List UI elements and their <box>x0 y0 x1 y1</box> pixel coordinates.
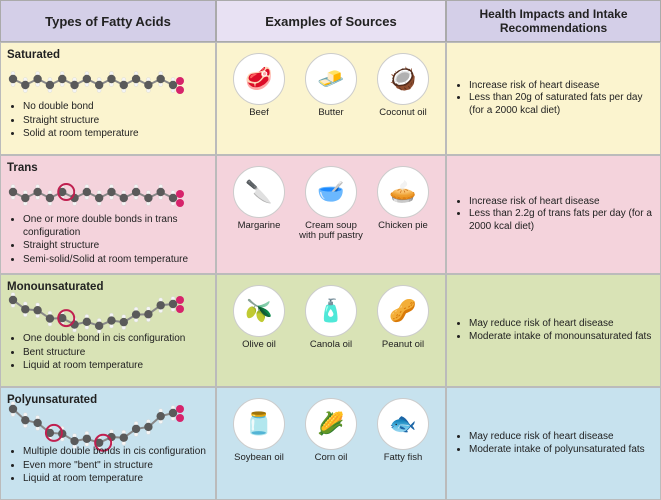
sources-cell: 🫙 Soybean oil 🌽 Corn oil 🐟 Fatty fish <box>216 387 446 500</box>
food-label: Peanut oil <box>382 340 424 350</box>
properties-list: Multiple double bonds in cis configurati… <box>7 446 209 486</box>
type-name: Polyunsaturated <box>7 394 209 406</box>
source-item: 🥩 Beef <box>225 53 293 118</box>
source-item: 🥧 Chicken pie <box>369 166 437 231</box>
fatty-acids-table: Types of Fatty Acids Examples of Sources… <box>0 0 661 500</box>
sources-cell: 🫒 Olive oil 🧴 Canola oil 🥜 Peanut oil <box>216 274 446 387</box>
header-row: Types of Fatty Acids Examples of Sources… <box>0 0 661 42</box>
header-sources: Examples of Sources <box>216 0 446 42</box>
source-item: 🫒 Olive oil <box>225 285 293 350</box>
impacts-cell: May reduce risk of heart diseaseModerate… <box>446 387 661 500</box>
impact-item: Less than 2.2g of trans fats per day (fo… <box>469 208 654 233</box>
impact-item: Less than 20g of saturated fats per day … <box>469 92 654 117</box>
impacts-cell: May reduce risk of heart diseaseModerate… <box>446 274 661 387</box>
impact-item: Increase risk of heart disease <box>469 196 654 209</box>
food-label: Coconut oil <box>379 108 427 118</box>
property-item: Solid at room temperature <box>23 128 209 141</box>
food-icon: 🥜 <box>377 285 429 337</box>
food-label: Margarine <box>238 221 281 231</box>
properties-list: One or more double bonds in trans config… <box>7 214 209 266</box>
types-cell: Saturated No double bondStraight structur… <box>0 42 216 155</box>
molecule-svg <box>7 294 187 334</box>
food-label: Beef <box>249 108 269 118</box>
impacts-list: Increase risk of heart diseaseLess than … <box>453 80 654 118</box>
row-saturated: Saturated No double bondStraight structur… <box>0 42 661 155</box>
header-impacts: Health Impacts and Intake Recommendation… <box>446 0 661 42</box>
properties-list: No double bondStraight structureSolid at… <box>7 101 209 141</box>
impact-item: May reduce risk of heart disease <box>469 431 645 444</box>
types-cell: Polyunsaturated Multiple double bonds in … <box>0 387 216 500</box>
property-item: No double bond <box>23 101 209 114</box>
types-cell: Monounsaturated One double bond in cis co… <box>0 274 216 387</box>
food-icon: 🐟 <box>377 398 429 450</box>
impacts-list: May reduce risk of heart diseaseModerate… <box>453 318 651 343</box>
source-item: 🫙 Soybean oil <box>225 398 293 463</box>
type-name: Monounsaturated <box>7 281 209 293</box>
food-icon: 🥥 <box>377 53 429 105</box>
food-icon: 🌽 <box>305 398 357 450</box>
property-item: One or more double bonds in trans config… <box>23 214 209 239</box>
property-item: Semi-solid/Solid at room temperature <box>23 254 209 267</box>
food-label: Butter <box>318 108 343 118</box>
molecule-svg <box>7 175 187 215</box>
impact-item: Moderate intake of polyunsaturated fats <box>469 444 645 457</box>
impacts-cell: Increase risk of heart diseaseLess than … <box>446 155 661 274</box>
molecule <box>7 408 209 446</box>
food-icon: 🫒 <box>233 285 285 337</box>
header-types: Types of Fatty Acids <box>0 0 216 42</box>
source-item: 🔪 Margarine <box>225 166 293 231</box>
source-item: 🥥 Coconut oil <box>369 53 437 118</box>
food-label: Soybean oil <box>234 453 284 463</box>
molecule-svg <box>7 62 187 102</box>
property-item: Liquid at room temperature <box>23 360 209 373</box>
property-item: Straight structure <box>23 240 209 253</box>
row-monounsaturated: Monounsaturated One double bond in cis co… <box>0 274 661 387</box>
source-item: 🧴 Canola oil <box>297 285 365 350</box>
row-polyunsaturated: Polyunsaturated Multiple double bonds in … <box>0 387 661 500</box>
food-label: Corn oil <box>315 453 348 463</box>
source-item: 🥣 Cream soup with puff pastry <box>297 166 365 242</box>
source-item: 🥜 Peanut oil <box>369 285 437 350</box>
property-item: Even more "bent" in structure <box>23 460 209 473</box>
food-label: Olive oil <box>242 340 276 350</box>
food-icon: 🥣 <box>305 166 357 218</box>
properties-list: One double bond in cis configurationBent… <box>7 333 209 373</box>
food-label: Cream soup with puff pastry <box>297 221 365 242</box>
types-cell: Trans One or more double bonds in trans c… <box>0 155 216 274</box>
impacts-list: Increase risk of heart diseaseLess than … <box>453 196 654 234</box>
food-icon: 🥩 <box>233 53 285 105</box>
food-icon: 🥧 <box>377 166 429 218</box>
food-icon: 🫙 <box>233 398 285 450</box>
type-name: Trans <box>7 162 209 174</box>
property-item: Straight structure <box>23 115 209 128</box>
food-icon: 🔪 <box>233 166 285 218</box>
food-icon: 🧴 <box>305 285 357 337</box>
food-label: Chicken pie <box>378 221 428 231</box>
impact-item: May reduce risk of heart disease <box>469 318 651 331</box>
type-name: Saturated <box>7 49 209 61</box>
property-item: One double bond in cis configuration <box>23 333 209 346</box>
food-icon: 🧈 <box>305 53 357 105</box>
impact-item: Moderate intake of monounsaturated fats <box>469 331 651 344</box>
impacts-list: May reduce risk of heart diseaseModerate… <box>453 431 645 456</box>
molecule-svg <box>7 407 187 447</box>
source-item: 🧈 Butter <box>297 53 365 118</box>
sources-cell: 🔪 Margarine 🥣 Cream soup with puff pastry 🥧 C… <box>216 155 446 274</box>
molecule <box>7 176 209 214</box>
property-item: Multiple double bonds in cis configurati… <box>23 446 209 459</box>
source-item: 🌽 Corn oil <box>297 398 365 463</box>
sources-cell: 🥩 Beef 🧈 Butter 🥥 Coconut oil <box>216 42 446 155</box>
source-item: 🐟 Fatty fish <box>369 398 437 463</box>
food-label: Canola oil <box>310 340 352 350</box>
row-trans: Trans One or more double bonds in trans c… <box>0 155 661 274</box>
molecule <box>7 295 209 333</box>
impacts-cell: Increase risk of heart diseaseLess than … <box>446 42 661 155</box>
food-label: Fatty fish <box>384 453 423 463</box>
property-item: Liquid at room temperature <box>23 473 209 486</box>
impact-item: Increase risk of heart disease <box>469 80 654 93</box>
property-item: Bent structure <box>23 347 209 360</box>
molecule <box>7 63 209 101</box>
